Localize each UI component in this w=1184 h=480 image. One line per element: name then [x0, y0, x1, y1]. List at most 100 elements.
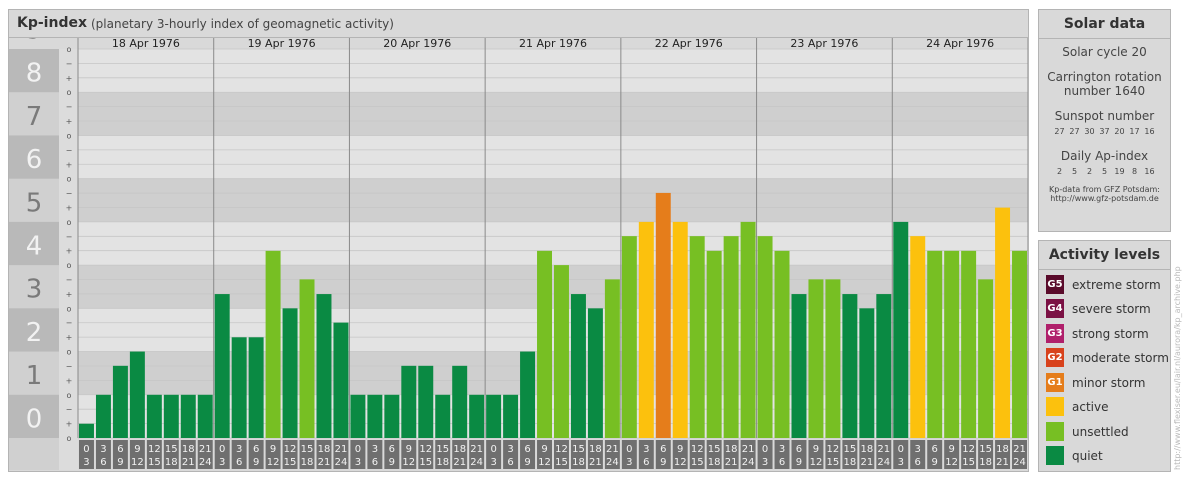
kp-bar — [604, 279, 620, 438]
kp-bar — [129, 351, 145, 438]
kp-bar — [740, 221, 756, 438]
interval-end-label: 15 — [827, 457, 840, 468]
interval-start-label: 15 — [436, 444, 449, 455]
interval-end-label: 3 — [83, 457, 89, 468]
interval-end-label: 24 — [335, 457, 348, 468]
kp-bar — [418, 365, 434, 438]
kp-level-band — [78, 221, 1028, 266]
interval-end-label: 24 — [470, 457, 483, 468]
y-minor-tick-label: − — [66, 103, 73, 112]
kp-bar — [163, 394, 179, 438]
kp-bar — [231, 337, 247, 438]
day-label: 23 Apr 1976 — [790, 38, 858, 50]
chart-subtitle: (planetary 3-hourly index of geomagnetic… — [91, 17, 394, 31]
interval-cell — [79, 440, 94, 469]
interval-end-label: 9 — [253, 457, 259, 468]
activity-levels-panel: Activity levels G5 extreme storm G4 seve… — [1038, 240, 1171, 472]
interval-start-label: 18 — [725, 444, 738, 455]
kp-bar — [486, 394, 502, 438]
interval-end-label: 12 — [810, 457, 823, 468]
y-tick-label: 1 — [26, 361, 43, 391]
ap-value: 19 — [1114, 167, 1125, 176]
y-minor-tick-label: − — [66, 276, 73, 285]
kp-bar — [401, 365, 417, 438]
kp-bar — [689, 236, 705, 438]
legend-item-strong-storm: G3 strong storm — [1046, 324, 1149, 343]
interval-cell — [1012, 440, 1027, 469]
legend-label: active — [1072, 399, 1109, 414]
interval-end-label: 18 — [844, 457, 857, 468]
interval-end-label: 12 — [402, 457, 415, 468]
legend-label: severe storm — [1072, 301, 1151, 316]
kp-bar — [927, 250, 943, 438]
interval-cell — [95, 440, 111, 469]
interval-cell — [808, 440, 824, 469]
interval-end-label: 3 — [219, 457, 225, 468]
interval-start-label: 0 — [83, 444, 89, 455]
y-minor-tick-label: o — [67, 131, 72, 140]
g5-swatch: G5 — [1046, 275, 1064, 294]
interval-cell — [893, 440, 909, 469]
kp-bar — [469, 394, 485, 438]
interval-start-label: 21 — [606, 444, 619, 455]
active-swatch — [1046, 397, 1064, 416]
y-tick-label: 4 — [26, 232, 43, 262]
y-minor-tick-label: o — [67, 218, 72, 227]
interval-end-label: 9 — [932, 457, 938, 468]
y-minor-tick-label: − — [66, 232, 73, 241]
unsettled-swatch — [1046, 422, 1064, 441]
y-label-band — [9, 394, 59, 438]
kp-bar — [893, 221, 909, 438]
kp-bar — [978, 279, 994, 438]
y-minor-tick-label: o — [67, 45, 72, 54]
interval-start-label: 3 — [372, 444, 378, 455]
interval-end-label: 9 — [117, 457, 123, 468]
interval-cell — [537, 440, 552, 469]
solar-data-title: Solar data — [1039, 10, 1170, 39]
interval-cell — [367, 440, 383, 469]
interval-start-label: 0 — [490, 444, 496, 455]
y-tick-label: 6 — [26, 145, 43, 175]
interval-start-label: 18 — [860, 444, 873, 455]
interval-end-label: 18 — [979, 457, 992, 468]
interval-end-label: 12 — [674, 457, 687, 468]
y-minor-tick-label: − — [66, 362, 73, 371]
interval-end-label: 15 — [691, 457, 704, 468]
legend-label: strong storm — [1072, 326, 1149, 341]
y-label-band — [9, 308, 59, 352]
kp-bar — [520, 351, 536, 438]
credit-link[interactable]: http://www.gfz-potsdam.de — [1050, 194, 1159, 203]
interval-cell — [876, 440, 892, 469]
interval-start-label: 18 — [182, 444, 195, 455]
y-minor-tick-label: − — [66, 319, 73, 328]
sunspot-value: 30 — [1084, 127, 1095, 136]
y-minor-tick-label: + — [66, 247, 73, 256]
kp-bar — [265, 250, 281, 438]
kp-bar — [995, 207, 1011, 438]
day-label: 22 Apr 1976 — [655, 38, 723, 50]
interval-start-label: 21 — [470, 444, 483, 455]
ap-value: 8 — [1131, 167, 1138, 176]
y-tick-label: 9 — [26, 38, 43, 45]
interval-cell — [146, 440, 162, 469]
interval-start-label: 18 — [453, 444, 466, 455]
interval-end-label: 9 — [660, 457, 666, 468]
y-label-band — [9, 221, 59, 266]
y-minor-tick-label: + — [66, 376, 73, 385]
interval-end-label: 9 — [389, 457, 395, 468]
y-label-band — [9, 135, 59, 179]
ap-value: 5 — [1101, 167, 1108, 176]
interval-start-label: 21 — [335, 444, 348, 455]
interval-start-label: 6 — [932, 444, 938, 455]
interval-cell — [214, 440, 230, 469]
interval-cell — [995, 440, 1011, 469]
legend-item-quiet: quiet — [1046, 446, 1103, 465]
interval-end-label: 6 — [507, 457, 513, 468]
kp-bar — [621, 236, 637, 438]
interval-end-label: 18 — [165, 457, 178, 468]
sunspot-value: 16 — [1144, 127, 1155, 136]
interval-end-label: 21 — [860, 457, 873, 468]
kp-bar — [554, 265, 569, 438]
credit-line-1: Kp-data from GFZ Potsdam: — [1049, 185, 1160, 194]
interval-start-label: 21 — [199, 444, 212, 455]
